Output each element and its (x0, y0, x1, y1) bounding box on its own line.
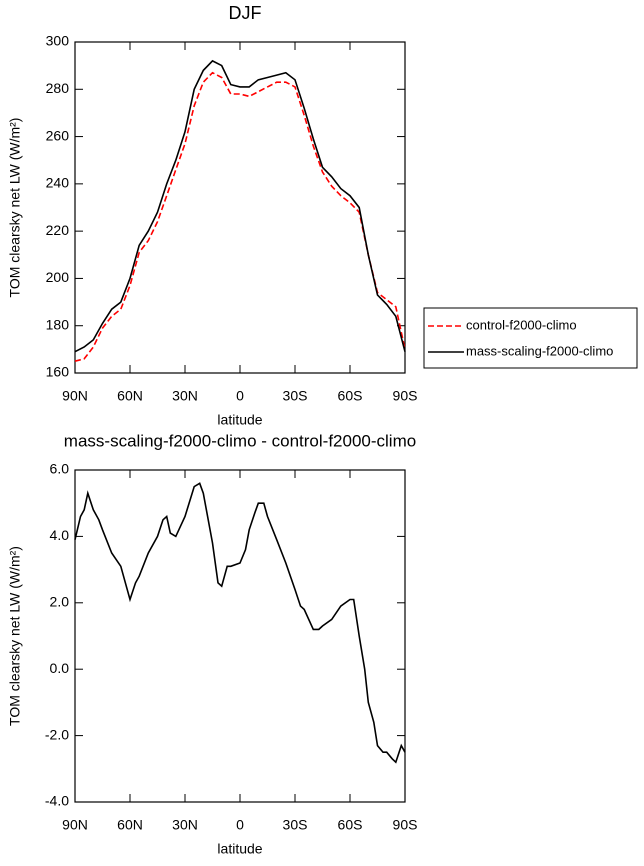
y-tick-label: 6.0 (50, 461, 70, 477)
y-tick-label: 4.0 (50, 527, 70, 543)
y-tick-label: 280 (46, 80, 70, 96)
chart-title: mass-scaling-f2000-climo - control-f2000… (64, 431, 416, 450)
data-line (74, 71, 406, 362)
x-tick-label: 60S (338, 817, 363, 833)
y-tick-label: 2.0 (50, 594, 70, 610)
x-tick-label: 0 (236, 388, 244, 404)
x-tick-label: 30S (283, 817, 308, 833)
x-tick-label: 60S (338, 388, 363, 404)
x-tick-label: 90S (393, 817, 418, 833)
y-axis-label: TOM clearsky net LW (W/m²) (7, 118, 23, 298)
x-tick-label: 60N (117, 817, 143, 833)
data-line (74, 482, 406, 764)
y-tick-label: 300 (46, 33, 70, 49)
plot-frame (74, 469, 406, 803)
y-tick-label: 0.0 (50, 660, 70, 676)
y-tick-label: 220 (46, 222, 70, 238)
x-tick-label: 90N (62, 817, 88, 833)
x-tick-label: 30N (172, 388, 198, 404)
y-tick-label: 180 (46, 316, 70, 332)
x-tick-label: 0 (236, 817, 244, 833)
y-axis-label: TOM clearsky net LW (W/m²) (7, 546, 23, 726)
x-tick-label: 60N (117, 388, 143, 404)
chart-title: DJF (229, 3, 262, 23)
legend-label: control-f2000-climo (466, 317, 577, 332)
y-tick-label: 200 (46, 269, 70, 285)
y-tick-label: 260 (46, 127, 70, 143)
x-tick-label: 30S (283, 388, 308, 404)
y-tick-label: -2.0 (45, 726, 69, 742)
data-line (74, 59, 406, 353)
plot-frame (74, 41, 406, 374)
x-axis-label: latitude (217, 841, 262, 857)
y-tick-label: -4.0 (45, 793, 69, 809)
legend-label: mass-scaling-f2000-climo (466, 343, 613, 358)
x-tick-label: 90N (62, 388, 88, 404)
x-axis-label: latitude (217, 412, 262, 428)
x-tick-label: 90S (393, 388, 418, 404)
legend-box (423, 307, 638, 369)
x-tick-label: 30N (172, 817, 198, 833)
y-tick-label: 160 (46, 364, 70, 380)
y-tick-label: 240 (46, 175, 70, 191)
